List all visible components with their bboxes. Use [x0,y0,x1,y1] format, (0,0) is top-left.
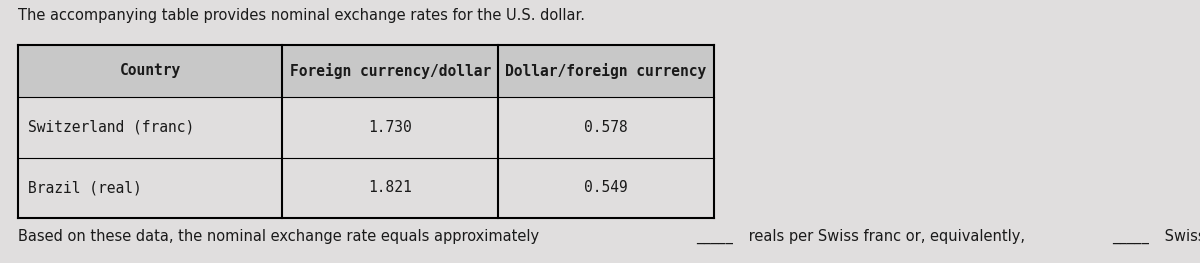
Text: Foreign currency/dollar: Foreign currency/dollar [289,63,491,79]
Bar [18,45,714,97]
Text: _____: _____ [696,229,733,244]
Text: Dollar/foreign currency: Dollar/foreign currency [505,63,707,79]
Text: reals per Swiss franc or, equivalently,: reals per Swiss franc or, equivalently, [744,229,1030,244]
Text: 1.730: 1.730 [368,120,413,135]
Text: _____: _____ [1112,229,1150,244]
Text: The accompanying table provides nominal exchange rates for the U.S. dollar.: The accompanying table provides nominal … [18,8,586,23]
Text: 0.578: 0.578 [584,120,628,135]
Text: 1.821: 1.821 [368,180,413,195]
Text: Country: Country [120,63,181,78]
Text: Switzerland (franc): Switzerland (franc) [28,120,194,135]
Text: Swiss francs: Swiss francs [1160,229,1200,244]
Text: Based on these data, the nominal exchange rate equals approximately: Based on these data, the nominal exchang… [18,229,544,244]
Text: 0.549: 0.549 [584,180,628,195]
Text: Brazil (real): Brazil (real) [28,180,142,195]
